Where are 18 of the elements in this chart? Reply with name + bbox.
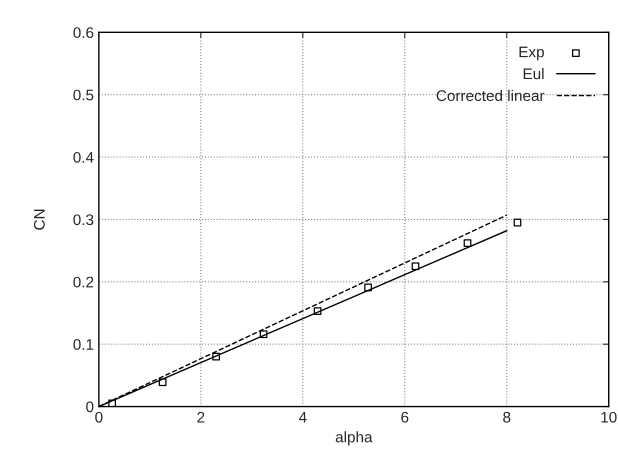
y-tick-label: 0.6 [73,27,94,38]
y-tick-label: 0.2 [73,276,94,288]
legend-label: Corrected linear [436,90,544,102]
x-tick-label: 0 [95,412,103,423]
y-tick-label: 0 [86,401,94,412]
legend-label: Exp [519,46,544,60]
x-tick-label: 2 [197,412,204,422]
y-axis-title: CN [34,210,45,230]
y-tick-label: 0.3 [73,214,94,226]
x-tick-label: 4 [298,412,307,422]
y-tick-label: 0.5 [73,90,94,100]
y-tick-label: 0.1 [73,339,94,350]
legend-label: Eul [524,68,544,80]
y-tick-label: 0.4 [73,152,94,163]
x-axis-title: alpha [336,431,372,446]
x-tick-label: 8 [503,412,510,423]
x-tick-label: 10 [601,412,617,423]
x-tick-label: 6 [401,412,408,423]
